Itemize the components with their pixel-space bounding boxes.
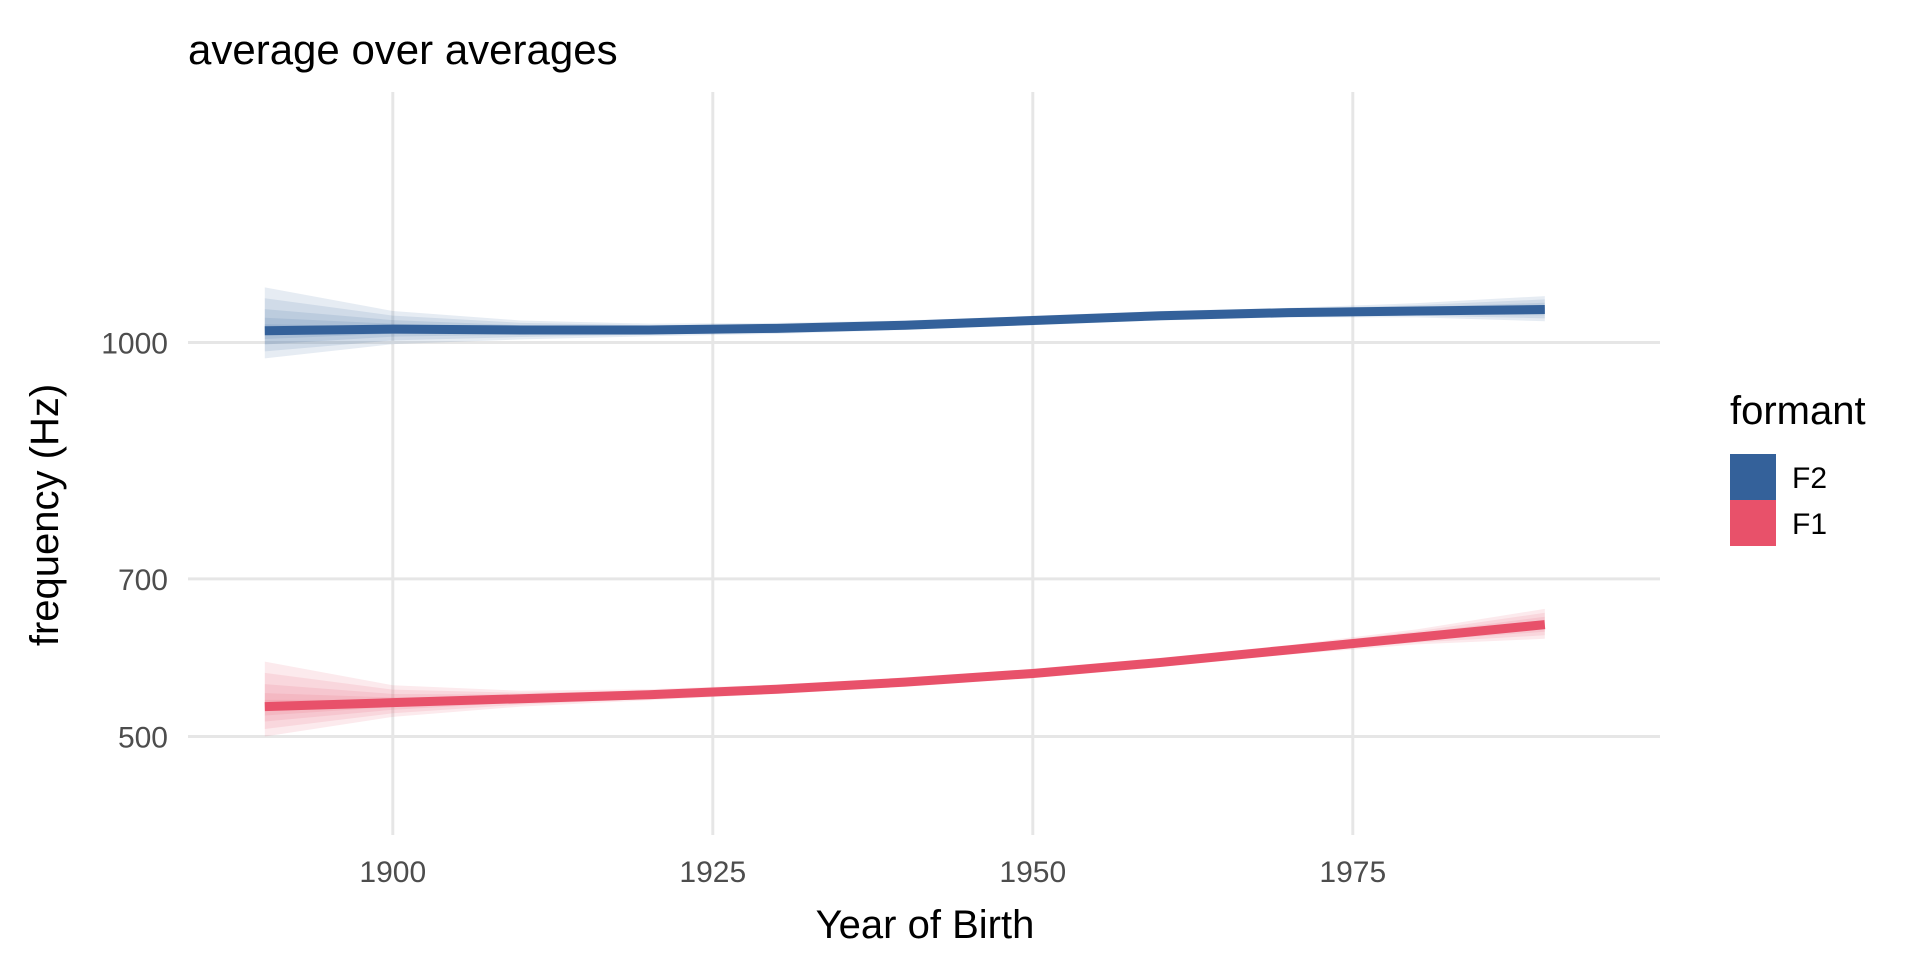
x-axis-ticks: 1900 1925 1950 1975	[359, 856, 1386, 889]
series-lines	[264, 304, 1546, 712]
legend: formant F2 F1	[1730, 389, 1866, 546]
legend-swatch-f1	[1730, 500, 1776, 546]
y-tick-label: 700	[118, 564, 168, 597]
legend-label-f2: F2	[1792, 462, 1827, 495]
legend-swatch-f2	[1730, 454, 1776, 500]
grid	[188, 92, 1660, 835]
legend-label-f1: F1	[1792, 508, 1827, 541]
y-axis-title: frequency (Hz)	[23, 384, 67, 646]
y-tick-label: 500	[118, 722, 168, 755]
x-axis-title: Year of Birth	[816, 903, 1035, 947]
f2-line	[264, 304, 1545, 336]
chart-title: average over averages	[188, 26, 618, 73]
x-tick-label: 1925	[679, 856, 746, 889]
f1-line	[264, 620, 1546, 712]
x-tick-label: 1975	[1319, 856, 1386, 889]
x-tick-label: 1900	[359, 856, 426, 889]
legend-title: formant	[1730, 389, 1866, 433]
x-tick-label: 1950	[999, 856, 1066, 889]
y-axis-ticks: 500 700 1000	[101, 328, 168, 755]
y-tick-label: 1000	[101, 328, 168, 361]
